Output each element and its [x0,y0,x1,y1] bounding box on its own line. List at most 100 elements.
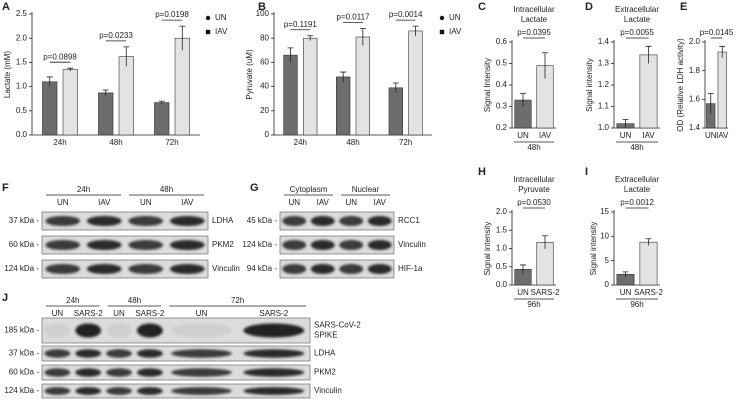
lane-label: UN [140,198,152,207]
y-tick-label: 2.0 [496,207,508,216]
x-tick-label: SARS-2 [634,288,663,297]
legend-marker [439,29,445,35]
y-tick-label: 10 [600,231,609,240]
y-tick-label: 2.0 [689,37,701,46]
molecular-weight: 45 kDa - [247,216,278,225]
panel-letter: D [585,1,593,13]
lane-label: IAV [374,198,387,207]
legend-label: IAV [215,27,228,36]
protein-label: Vinculin [212,264,240,273]
y-tick-label: 0.4 [496,80,508,89]
protein-label: HIF-1a [398,264,423,273]
lane-label: UN [57,198,69,207]
bar [639,241,658,286]
blot-band [282,263,307,275]
x-axis-label: 48h [527,143,540,152]
bar [283,54,298,136]
y-axis-label: Signal intensity [585,58,594,112]
x-tick-label: IAV [642,131,655,140]
molecular-weight: 124 kDa - [4,386,39,395]
blot-band [106,368,132,377]
blot-band [128,239,164,251]
y-axis-label: OD (Relative LDH activity) [676,38,685,132]
x-tick-label: SARS-2 [531,288,560,297]
chart-title: Intracellular [513,175,555,184]
blot-band [128,263,164,275]
error-bar [158,100,165,105]
y-tick-label: 0.3 [496,102,508,111]
error-bar [102,89,109,96]
molecular-weight: 37 kDa - [9,349,40,358]
error-bar [307,35,314,41]
y-tick-label: 2.0 [16,33,28,42]
group-label: 72h [231,296,244,305]
protein-label: LDHA [314,349,336,358]
bar [639,54,658,129]
chart-title: Pyruvate [518,185,550,194]
x-tick-label: 24h [53,138,66,147]
protein-label: Vinculin [398,240,426,249]
chart-title: Lactate [624,15,651,24]
x-tick-label: 24h [294,138,307,147]
blot-band [106,387,132,395]
lane-label: UN [345,198,357,207]
y-tick-label: 80 [260,33,269,42]
y-tick-label: 0.5 [496,262,508,271]
blot-band [339,263,364,275]
x-tick-label: 48h [346,138,359,147]
bar [355,36,370,136]
chart-title: Extracellular [615,175,659,184]
error-bar [123,46,130,67]
p-value: p=0.0055 [620,28,654,37]
panel-letter: I [585,166,588,178]
legend-marker [205,15,211,21]
molecular-weight: 60 kDa - [9,240,40,249]
error-bar [520,264,526,274]
error-bar [392,82,399,93]
y-axis-label: Pyruvate (uM) [245,49,254,100]
bar [303,37,318,136]
panel-letter: F [2,182,9,194]
legend-label: UN [449,13,461,22]
blot-band [282,215,307,227]
lane-label: UN [196,309,208,318]
bar [717,51,727,129]
error-bar [412,25,419,36]
p-value: p=0.1191 [284,20,318,29]
x-tick-label: IAV [716,131,729,140]
blot-band [44,323,71,338]
panel-letter: J [2,292,8,304]
group-label: 24h [66,296,79,305]
bar [336,76,351,136]
blot-band [106,349,132,358]
blot-band [136,349,163,358]
molecular-weight: 124 kDa - [242,240,277,249]
blot-band [169,263,205,275]
x-axis-label: 96h [527,300,540,309]
error-bar [67,67,74,72]
error-bar [542,235,548,249]
blot-strip [41,211,209,231]
blot-band [310,239,335,251]
blot-strip [279,211,395,231]
molecular-weight: 60 kDa - [9,368,40,377]
group-label: Cytoplasm [290,185,328,194]
error-bar [542,52,548,79]
x-axis-label: 96h [630,300,643,309]
p-value: p=0.0198 [155,10,189,19]
lane-label: UN [288,198,300,207]
protein-label: Vinculin [314,386,342,395]
lane-label: UN [113,309,125,318]
blot-band [171,349,232,358]
blot-band [169,239,205,251]
y-tick-label: 1.6 [689,94,701,103]
y-tick-label: 1.2 [598,80,610,89]
blot-band [86,239,122,251]
blot-band [171,368,232,377]
protein-label: SARS-CoV-2 [314,321,361,330]
error-bar [645,238,652,246]
molecular-weight: 185 kDa - [4,326,39,335]
blot-band [86,215,122,227]
blot-strip [279,259,395,279]
panel-letter: B [258,1,266,13]
